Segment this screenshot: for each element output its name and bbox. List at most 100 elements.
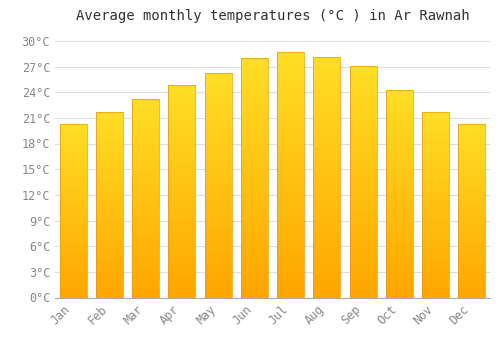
Bar xyxy=(204,172,232,174)
Bar xyxy=(132,274,159,276)
Bar xyxy=(96,216,123,218)
Bar xyxy=(60,258,86,259)
Bar xyxy=(350,191,376,193)
Bar xyxy=(96,286,123,288)
Bar xyxy=(241,276,268,278)
Bar xyxy=(350,154,376,156)
Bar xyxy=(204,192,232,194)
Bar xyxy=(314,273,340,276)
Bar xyxy=(204,232,232,235)
Bar xyxy=(350,149,376,152)
Bar xyxy=(458,235,485,237)
Bar xyxy=(204,111,232,114)
Bar xyxy=(314,283,340,286)
Bar xyxy=(60,251,86,252)
Bar xyxy=(386,289,413,291)
Bar xyxy=(386,283,413,285)
Bar xyxy=(204,219,232,221)
Bar xyxy=(60,124,86,298)
Bar xyxy=(241,243,268,245)
Bar xyxy=(386,173,413,175)
Bar xyxy=(422,234,449,236)
Bar xyxy=(277,135,304,138)
Bar xyxy=(458,126,485,127)
Bar xyxy=(386,105,413,107)
Bar xyxy=(350,117,376,119)
Bar xyxy=(241,264,268,266)
Bar xyxy=(168,206,196,208)
Bar xyxy=(386,194,413,196)
Bar xyxy=(386,206,413,209)
Bar xyxy=(386,250,413,252)
Bar xyxy=(241,139,268,142)
Bar xyxy=(386,92,413,95)
Bar xyxy=(350,212,376,214)
Bar xyxy=(241,254,268,257)
Bar xyxy=(277,99,304,101)
Bar xyxy=(241,163,268,166)
Bar xyxy=(386,99,413,101)
Bar xyxy=(132,236,159,238)
Bar xyxy=(422,162,449,164)
Bar xyxy=(350,152,376,154)
Bar xyxy=(386,229,413,231)
Bar xyxy=(96,259,123,260)
Bar xyxy=(458,198,485,200)
Bar xyxy=(458,273,485,275)
Bar xyxy=(132,260,159,262)
Bar xyxy=(96,218,123,219)
Bar xyxy=(386,198,413,200)
Bar xyxy=(204,244,232,246)
Bar xyxy=(277,121,304,123)
Bar xyxy=(96,195,123,197)
Bar xyxy=(350,142,376,145)
Bar xyxy=(204,224,232,226)
Bar xyxy=(458,276,485,278)
Bar xyxy=(350,170,376,172)
Bar xyxy=(60,205,86,207)
Bar xyxy=(60,273,86,275)
Bar xyxy=(422,206,449,208)
Bar xyxy=(386,241,413,244)
Bar xyxy=(60,231,86,233)
Bar xyxy=(458,216,485,218)
Bar xyxy=(277,160,304,162)
Bar xyxy=(132,115,159,117)
Bar xyxy=(132,135,159,137)
Bar xyxy=(96,251,123,253)
Bar xyxy=(241,185,268,187)
Bar xyxy=(350,295,376,298)
Bar xyxy=(168,276,196,278)
Bar xyxy=(204,161,232,163)
Bar xyxy=(204,168,232,170)
Bar xyxy=(168,291,196,293)
Bar xyxy=(132,256,159,258)
Bar xyxy=(168,208,196,210)
Bar xyxy=(386,157,413,159)
Bar xyxy=(96,223,123,225)
Bar xyxy=(132,294,159,295)
Bar xyxy=(277,241,304,244)
Bar xyxy=(314,266,340,269)
Bar xyxy=(60,263,86,265)
Bar xyxy=(204,103,232,105)
Bar xyxy=(350,128,376,131)
Bar xyxy=(132,170,159,173)
Bar xyxy=(277,189,304,192)
Bar xyxy=(277,194,304,197)
Bar xyxy=(422,212,449,214)
Bar xyxy=(458,252,485,254)
Bar xyxy=(350,256,376,258)
Bar xyxy=(96,149,123,151)
Bar xyxy=(132,222,159,224)
Bar xyxy=(314,64,340,67)
Bar xyxy=(132,131,159,133)
Bar xyxy=(204,284,232,286)
Bar xyxy=(241,252,268,254)
Bar xyxy=(60,143,86,145)
Bar xyxy=(314,182,340,184)
Bar xyxy=(277,290,304,293)
Bar xyxy=(132,196,159,198)
Bar xyxy=(132,117,159,119)
Bar xyxy=(314,259,340,261)
